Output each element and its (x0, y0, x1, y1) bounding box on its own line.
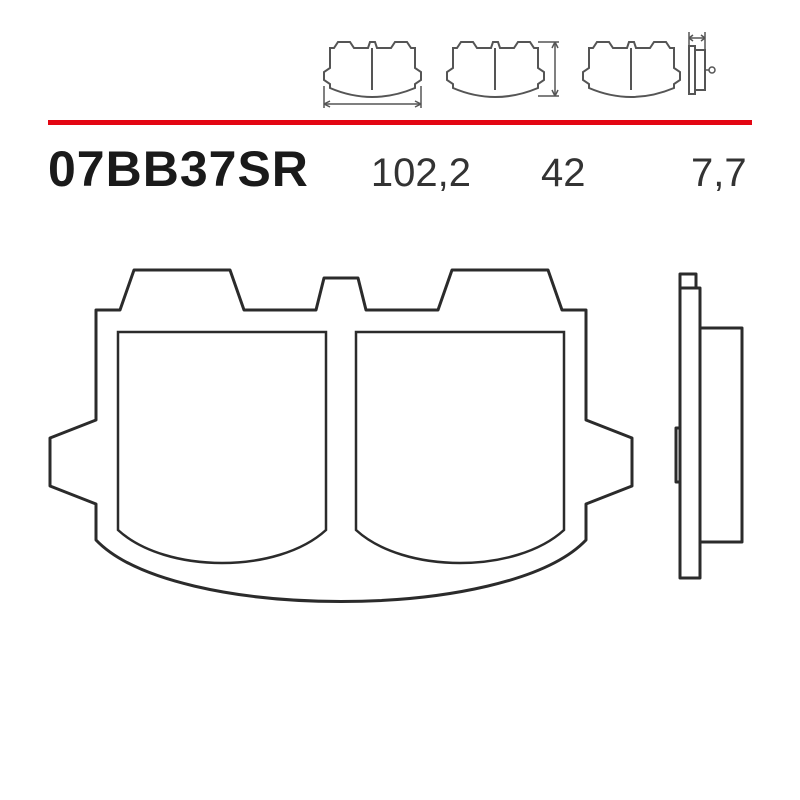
spec-row: 07BB37SR 102,2 42 7,7 (48, 140, 752, 198)
pad-side-thickness-icon (579, 28, 719, 110)
part-number: 07BB37SR (48, 140, 309, 198)
pad-front-width-icon (320, 28, 425, 110)
dim-height: 42 (541, 151, 621, 196)
dimensions-values: 102,2 42 7,7 (371, 151, 771, 196)
dim-thickness: 7,7 (691, 151, 771, 196)
brake-pad-diagram (48, 230, 752, 750)
spec-sheet: 07BB37SR 102,2 42 7,7 (0, 0, 800, 800)
dim-width: 102,2 (371, 151, 471, 196)
dimension-icons-row (320, 28, 719, 110)
pad-front-height-icon (443, 28, 561, 110)
accent-divider (48, 120, 752, 125)
